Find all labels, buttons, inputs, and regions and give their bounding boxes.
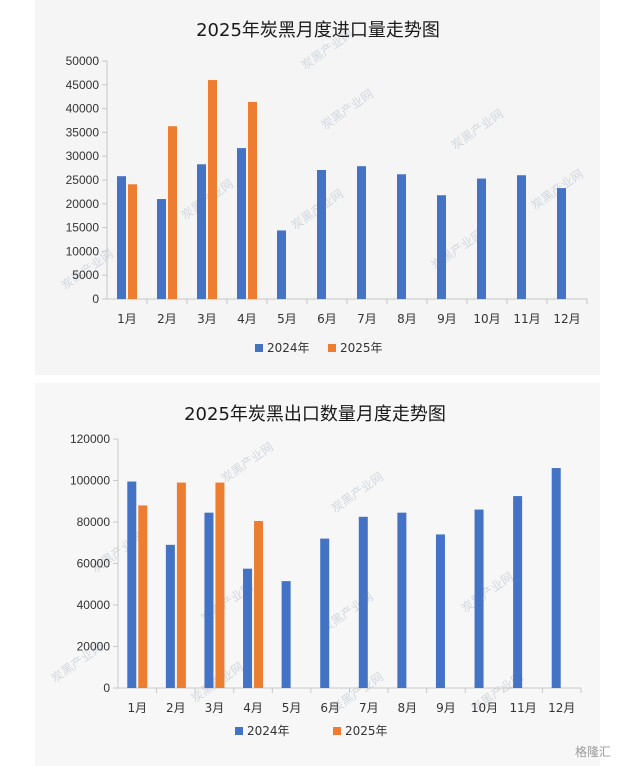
import-bar-2024年-4月 <box>237 148 246 299</box>
x-tick-label: 3月 <box>205 701 225 715</box>
watermark-text: 炭黑产业网 <box>179 177 236 223</box>
y-tick-label: 25000 <box>66 173 100 187</box>
brand-watermark: 格隆汇 <box>574 745 611 759</box>
x-tick-label: 5月 <box>282 701 302 715</box>
legend-swatch <box>333 727 341 735</box>
x-tick-label: 10月 <box>471 701 498 715</box>
x-tick-label: 12月 <box>553 312 580 326</box>
export-bar-2024年-12月 <box>551 468 561 688</box>
x-tick-label: 2月 <box>166 701 186 715</box>
export-bar-2025年-3月 <box>215 482 225 688</box>
x-tick-label: 9月 <box>437 312 457 326</box>
legend-swatch <box>255 344 263 352</box>
import-bar-2024年-6月 <box>317 170 326 299</box>
import-bar-2024年-11月 <box>517 175 526 299</box>
export-bar-2024年-8月 <box>397 512 407 688</box>
import-bar-2024年-10月 <box>477 178 486 299</box>
import-bar-2024年-2月 <box>157 199 166 299</box>
export-bar-2024年-5月 <box>281 581 291 688</box>
export-chart-panel: 炭黑产业网 炭黑产业网 炭黑产业网 炭黑产业网 炭黑产业网 炭黑产业网 炭黑产业网 炭黑产业网… <box>35 383 600 766</box>
legend-label: 2025年 <box>345 724 388 738</box>
export-bar-2024年-3月 <box>204 512 214 688</box>
legend-label: 2024年 <box>267 341 310 355</box>
export-bar-2024年-11月 <box>513 496 523 688</box>
x-tick-label: 4月 <box>237 312 257 326</box>
legend-label: 2024年 <box>247 724 290 738</box>
x-tick-label: 7月 <box>357 312 377 326</box>
watermark-text: 炭黑产业网 <box>319 87 376 133</box>
x-tick-label: 5月 <box>277 312 297 326</box>
import-bar-2024年-9月 <box>437 195 446 299</box>
y-tick-label: 35000 <box>66 125 100 139</box>
y-tick-label: 20000 <box>66 197 100 211</box>
export-bar-2024年-1月 <box>127 481 137 688</box>
import-chart: 炭黑产业网炭黑产业网炭黑产业网炭黑产业网炭黑产业网炭黑产业网炭黑产业网炭黑产业网… <box>59 20 588 355</box>
y-tick-label: 50000 <box>66 54 100 68</box>
y-tick-label: 15000 <box>66 221 100 235</box>
x-tick-label: 6月 <box>320 701 340 715</box>
chart-title: 2025年炭黑月度进口量走势图 <box>196 20 440 41</box>
y-tick-label: 40000 <box>77 598 111 612</box>
y-tick-label: 10000 <box>66 244 100 258</box>
watermark-text: 炭黑产业网 <box>329 470 386 516</box>
x-tick-label: 12月 <box>548 701 575 715</box>
legend-swatch <box>328 344 336 352</box>
export-bar-2025年-2月 <box>176 482 186 688</box>
x-tick-label: 1月 <box>127 701 147 715</box>
y-tick-label: 80000 <box>77 515 111 529</box>
y-tick-label: 40000 <box>66 102 100 116</box>
import-bar-2025年-4月 <box>248 101 257 299</box>
x-tick-label: 2月 <box>157 312 177 326</box>
x-tick-label: 1月 <box>117 312 137 326</box>
export-bar-2024年-10月 <box>474 509 484 688</box>
import-bar-2025年-3月 <box>208 80 217 299</box>
y-tick-label: 120000 <box>70 432 110 446</box>
import-bar-2025年-2月 <box>168 126 177 299</box>
y-tick-label: 20000 <box>77 640 111 654</box>
export-bar-2024年-6月 <box>320 538 330 688</box>
x-tick-label: 8月 <box>398 701 418 715</box>
x-tick-label: 8月 <box>397 312 417 326</box>
y-tick-label: 0 <box>103 681 110 695</box>
export-bar-2024年-9月 <box>435 534 445 688</box>
x-tick-label: 7月 <box>359 701 379 715</box>
watermark-text: 炭黑产业网 <box>449 107 506 153</box>
legend-label: 2025年 <box>340 341 383 355</box>
import-bar-2024年-7月 <box>357 166 366 299</box>
y-tick-label: 0 <box>92 292 99 306</box>
x-tick-label: 11月 <box>513 312 540 326</box>
y-tick-label: 100000 <box>70 474 110 488</box>
import-bar-2025年-1月 <box>128 184 137 299</box>
import-bar-2024年-5月 <box>277 230 286 299</box>
import-chart-panel: 炭黑产业网炭黑产业网炭黑产业网炭黑产业网炭黑产业网炭黑产业网炭黑产业网炭黑产业网… <box>35 0 600 375</box>
x-tick-label: 11月 <box>509 701 536 715</box>
x-tick-label: 9月 <box>436 701 456 715</box>
chart-title: 2025年炭黑出口数量月度走势图 <box>184 404 446 425</box>
export-bar-2025年-4月 <box>254 520 264 688</box>
export-bar-2024年-4月 <box>243 568 253 688</box>
export-bar-2024年-7月 <box>358 516 368 688</box>
watermark-text: 炭黑产业网 <box>459 570 516 616</box>
x-tick-label: 3月 <box>197 312 217 326</box>
watermark-text: 炭黑产业网 <box>219 440 276 486</box>
y-tick-label: 45000 <box>66 78 100 92</box>
legend-swatch <box>235 727 243 735</box>
import-bar-2024年-12月 <box>557 188 566 299</box>
y-tick-label: 30000 <box>66 149 100 163</box>
y-tick-label: 60000 <box>77 557 111 571</box>
import-bar-2024年-8月 <box>397 174 406 299</box>
import-bar-2024年-3月 <box>197 164 206 299</box>
x-tick-label: 6月 <box>317 312 337 326</box>
y-tick-label: 5000 <box>72 268 99 282</box>
x-tick-label: 4月 <box>243 701 263 715</box>
x-tick-label: 10月 <box>473 312 500 326</box>
export-bar-2024年-2月 <box>165 544 175 688</box>
export-bar-2025年-1月 <box>138 505 148 688</box>
import-bar-2024年-1月 <box>117 176 126 299</box>
